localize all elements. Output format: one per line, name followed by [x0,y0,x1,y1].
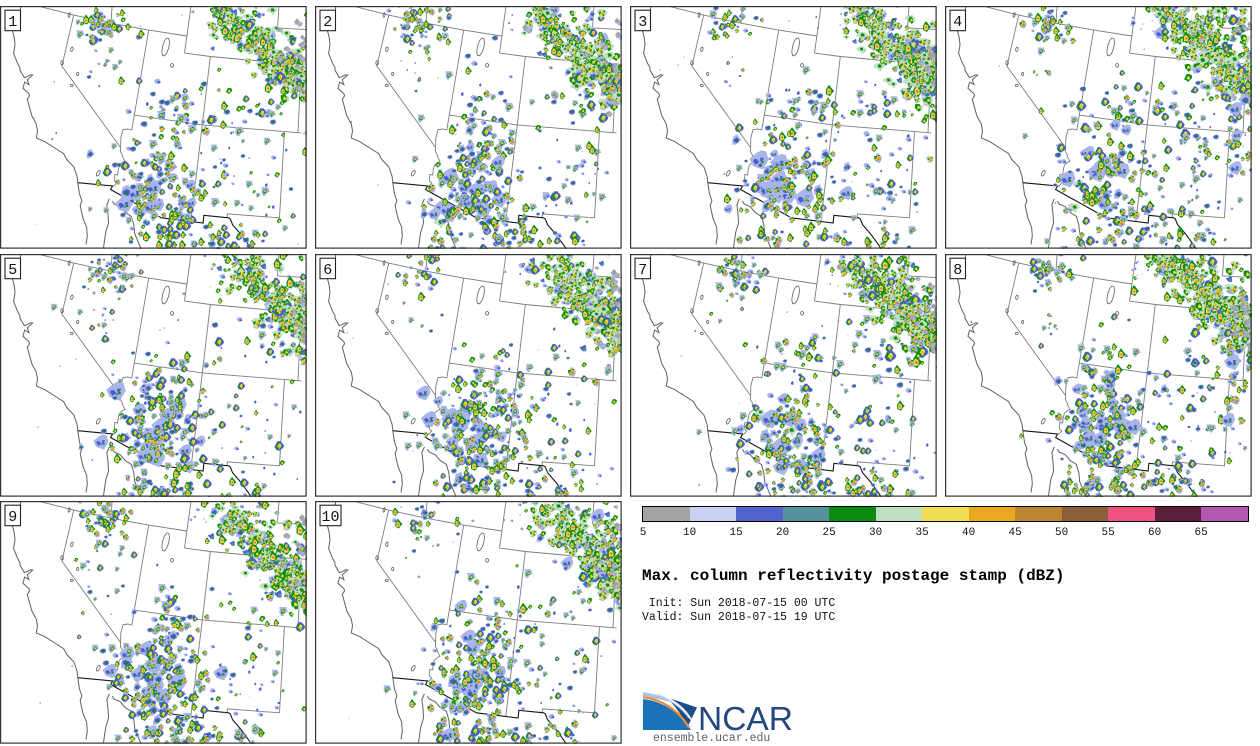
svg-text:2: 2 [323,14,332,31]
svg-text:7: 7 [638,262,647,279]
svg-text:3: 3 [638,14,647,31]
svg-text:NCAR: NCAR [698,701,793,738]
svg-text:5: 5 [8,262,17,279]
svg-text:9: 9 [8,509,17,526]
svg-text:4: 4 [953,14,962,31]
svg-text:8: 8 [953,262,962,279]
svg-text:10: 10 [321,509,339,526]
svg-text:1: 1 [8,14,17,31]
svg-text:6: 6 [323,262,332,279]
svg-text:ensemble.ucar.edu: ensemble.ucar.edu [653,732,770,745]
